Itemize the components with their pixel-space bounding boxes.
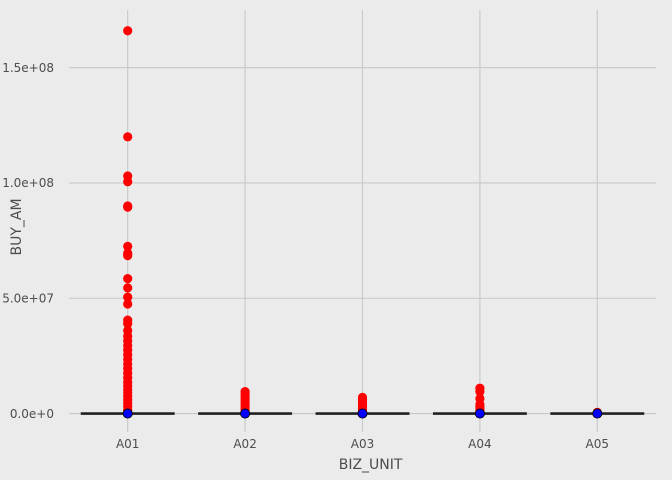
median-point — [592, 408, 603, 419]
data-points — [122, 26, 603, 419]
outlier-point — [123, 177, 133, 187]
outlier-point — [123, 274, 133, 284]
median-point — [122, 408, 133, 419]
outlier-point — [123, 299, 133, 309]
y-tick-label: 0.0e+0 — [10, 407, 54, 421]
x-tick-label: A03 — [351, 437, 374, 451]
x-tick-label: A04 — [468, 437, 491, 451]
median-point — [357, 408, 368, 419]
outlier-point — [123, 132, 133, 142]
outlier-point — [123, 283, 133, 293]
y-tick-label: 5.0e+07 — [2, 291, 54, 305]
median-point — [474, 408, 485, 419]
outlier-point — [123, 202, 133, 212]
y-axis-title: BUY_AM — [9, 198, 25, 255]
outlier-point — [123, 250, 133, 261]
x-tick-label: A05 — [586, 437, 609, 451]
outlier-point — [123, 319, 133, 329]
x-tick-label: A01 — [116, 437, 139, 451]
x-axis-title: BIZ_UNIT — [339, 457, 403, 473]
outlier-point — [123, 292, 133, 302]
y-axis-ticks: 0.0e+0 5.0e+07 1.0e+08 1.5e+08 — [2, 61, 54, 421]
outlier-point — [123, 241, 133, 251]
outlier-point — [123, 26, 133, 36]
x-axis-ticks: A01 A02 A03 A04 A05 — [116, 437, 609, 451]
median-point — [240, 408, 251, 419]
outlier-point — [475, 387, 485, 397]
y-tick-label: 1.0e+08 — [2, 176, 54, 190]
grid-lines — [69, 10, 656, 432]
y-tick-label: 1.5e+08 — [2, 61, 54, 75]
x-tick-label: A02 — [233, 437, 256, 451]
